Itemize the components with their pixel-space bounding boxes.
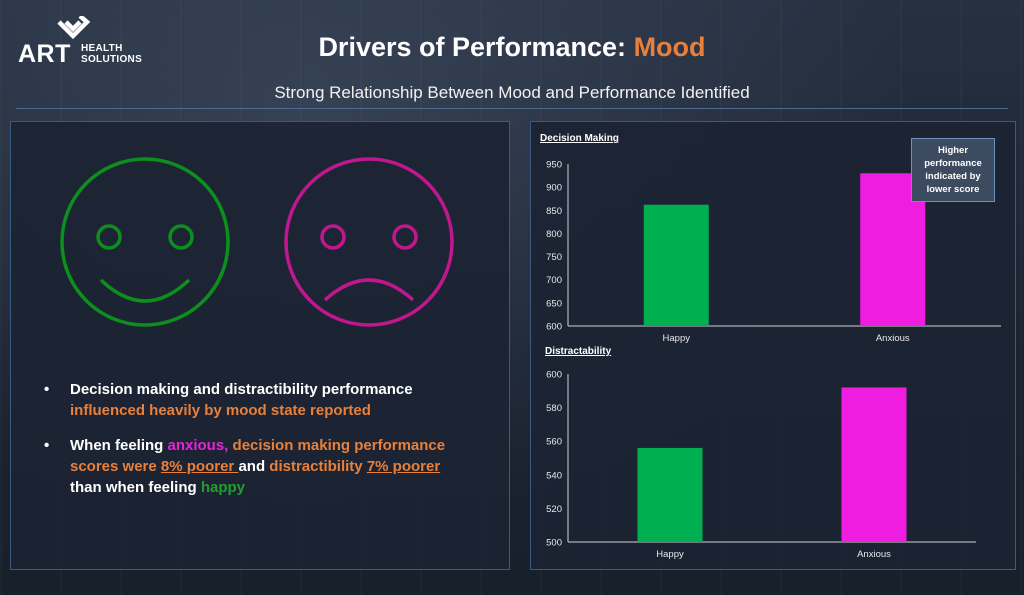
bullet-item: When feeling anxious, decision making pe… — [41, 435, 471, 498]
y-tick-label: 700 — [546, 275, 562, 286]
title-accent: Mood — [633, 32, 706, 62]
y-tick-label: 600 — [546, 322, 562, 333]
bar-happy — [643, 204, 709, 326]
y-tick-label: 540 — [546, 470, 562, 481]
right-panel: Decision Making 600 650 700 750 800 850 900 950… — [530, 121, 1016, 570]
y-tick-label: 900 — [546, 183, 562, 194]
y-tick-label: 520 — [546, 504, 562, 515]
x-tick-label: Anxious — [857, 549, 891, 560]
chart-title-distractability: Distractability — [545, 346, 612, 357]
page-subtitle: Strong Relationship Between Mood and Per… — [274, 83, 750, 102]
faces-illustration — [60, 157, 454, 327]
distractability-chart: 500 520 540 560 580 600 Happy Anxious — [546, 370, 976, 560]
y-tick-label: 500 — [546, 538, 562, 549]
y-tick-label: 600 — [546, 370, 562, 381]
happy-face-icon — [60, 157, 230, 327]
y-tick-label: 850 — [546, 206, 562, 217]
x-tick-label: Anxious — [876, 333, 910, 344]
y-tick-label: 560 — [546, 437, 562, 448]
logo-brand: ART — [18, 40, 71, 68]
bar-happy — [637, 447, 703, 542]
y-tick-label: 950 — [546, 160, 562, 171]
score-note: Higher performance indicated by lower sc… — [911, 138, 995, 202]
x-tick-label: Happy — [663, 333, 691, 344]
bullet-item: Decision making and distractibility perf… — [41, 379, 471, 421]
y-tick-label: 800 — [546, 229, 562, 240]
bullet-list: Decision making and distractibility perf… — [41, 379, 471, 512]
header-divider — [16, 108, 1008, 109]
chart-title-decision-making: Decision Making — [540, 133, 619, 144]
logo-tagline: HEALTH SOLUTIONS — [81, 43, 143, 65]
y-tick-label: 650 — [546, 298, 562, 309]
y-tick-label: 580 — [546, 403, 562, 414]
logo-checkmark-icon — [57, 16, 90, 40]
x-tick-label: Happy — [656, 549, 684, 560]
bar-anxious — [841, 387, 907, 542]
y-tick-label: 750 — [546, 252, 562, 263]
sad-face-icon — [284, 157, 454, 327]
left-panel: Decision making and distractibility perf… — [10, 121, 510, 570]
page-title: Drivers of Performance: Mood — [318, 32, 706, 62]
logo: ART HEALTH SOLUTIONS — [18, 16, 148, 68]
